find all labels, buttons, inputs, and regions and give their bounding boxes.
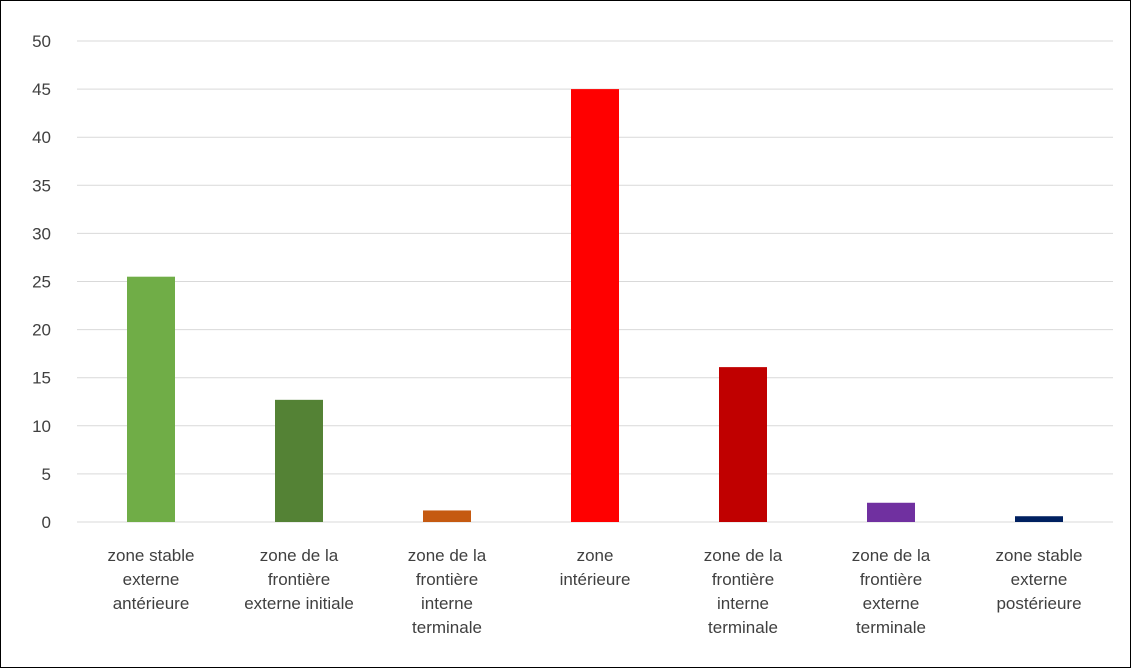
x-category-label-line: terminale <box>856 618 926 637</box>
x-category-label-line: antérieure <box>113 594 190 613</box>
y-tick-label-30: 30 <box>32 224 51 243</box>
x-category-label-line: zone <box>577 546 614 565</box>
x-category-label-2: zone de la frontière externe initiale <box>244 546 354 613</box>
x-category-label-5: zone de la frontière interne terminale <box>704 546 783 637</box>
x-category-label-line: frontière <box>712 570 774 589</box>
x-category-label-1: zone stable externe antérieure <box>108 546 195 613</box>
x-category-label-line: zone stable <box>108 546 195 565</box>
x-category-label-line: intérieure <box>560 570 631 589</box>
x-category-label-line: externe <box>123 570 180 589</box>
bar-2 <box>275 399 323 522</box>
x-category-label-line: zone de la <box>852 546 931 565</box>
x-category-label-line: frontière <box>860 570 922 589</box>
bar-5 <box>719 367 767 522</box>
x-category-label-line: terminale <box>412 618 482 637</box>
bar-6 <box>867 502 915 522</box>
x-category-label-line: zone de la <box>408 546 487 565</box>
x-category-label-line: postérieure <box>996 594 1081 613</box>
x-category-label-3: zone de la frontière interne terminale <box>408 546 487 637</box>
y-tick-label-40: 40 <box>32 128 51 147</box>
x-category-label-line: terminale <box>708 618 778 637</box>
y-tick-label-25: 25 <box>32 273 51 292</box>
bar-3 <box>423 510 471 522</box>
bar-1 <box>127 276 175 522</box>
x-category-label-line: zone de la <box>704 546 783 565</box>
y-tick-label-50: 50 <box>32 32 51 51</box>
x-category-label-line: zone de la <box>260 546 339 565</box>
x-category-label-4: zone intérieure <box>560 546 631 589</box>
y-tick-label-20: 20 <box>32 321 51 340</box>
x-category-label-line: interne <box>717 594 769 613</box>
y-tick-label-35: 35 <box>32 176 51 195</box>
x-category-label-line: frontière <box>416 570 478 589</box>
x-category-label-line: externe initiale <box>244 594 354 613</box>
x-category-label-line: interne <box>421 594 473 613</box>
y-tick-label-10: 10 <box>32 417 51 436</box>
bar-4 <box>571 89 619 522</box>
y-tick-label-45: 45 <box>32 80 51 99</box>
x-category-label-7: zone stable externe postérieure <box>996 546 1083 613</box>
bar-7 <box>1015 516 1063 522</box>
x-category-label-line: zone stable <box>996 546 1083 565</box>
x-category-label-line: externe <box>1011 570 1068 589</box>
x-category-label-line: externe <box>863 594 920 613</box>
y-tick-label-0: 0 <box>42 513 51 532</box>
y-tick-label-5: 5 <box>42 465 51 484</box>
x-category-label-line: frontière <box>268 570 330 589</box>
x-category-label-6: zone de la frontière externe terminale <box>852 546 931 637</box>
y-tick-label-15: 15 <box>32 369 51 388</box>
